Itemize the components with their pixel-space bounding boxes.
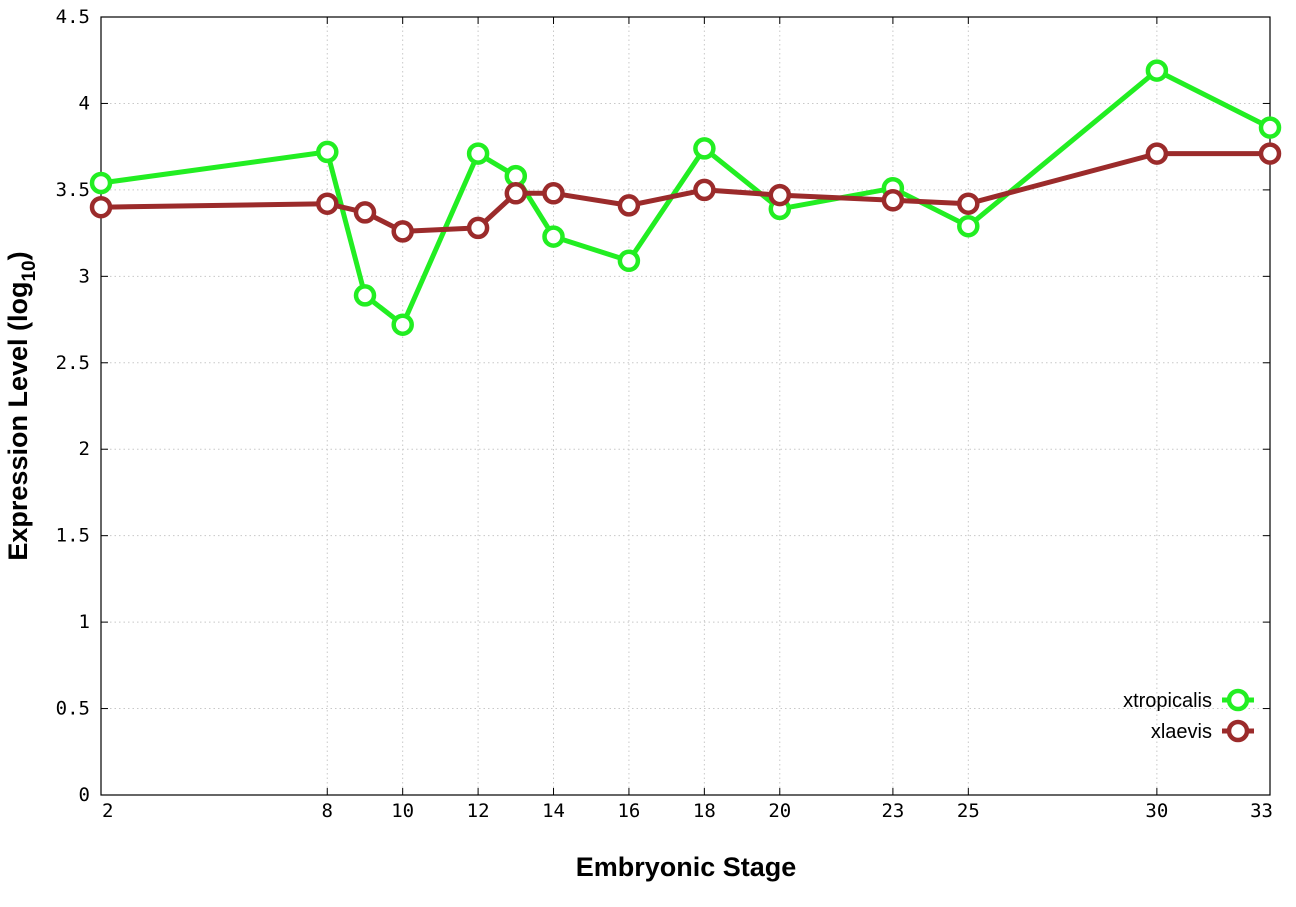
legend-entry-xtropicalis: xtropicalis — [1123, 688, 1254, 712]
data-point-xlaevis — [391, 220, 414, 243]
x-tick-label: 14 — [542, 800, 565, 822]
data-point-xlaevis — [542, 182, 565, 205]
axes: 0 0.5 1 1.5 2 2.5 3 3.5 4 4.5 2 8 10 12 14 16 18 20 23 25 30… — [56, 6, 1273, 822]
y-tick-label: 4 — [79, 92, 90, 114]
y-tick-label: 1.5 — [56, 525, 90, 547]
data-point-xlaevis — [504, 182, 528, 205]
data-point-xtropicalis — [617, 249, 641, 273]
series-xlaevis — [89, 142, 1282, 243]
x-axis-title: Embryonic Stage — [576, 852, 797, 882]
data-point-xlaevis — [693, 178, 716, 202]
x-tick-label: 10 — [391, 800, 414, 822]
data-point-xlaevis — [957, 192, 980, 215]
data-point-xtropicalis — [89, 171, 113, 195]
y-tick-label: 0 — [79, 784, 90, 806]
series-line-xlaevis — [98, 151, 1273, 234]
legend-marker-xlaevis — [1226, 719, 1250, 743]
x-tick-label: 8 — [322, 800, 333, 822]
data-point-xtropicalis — [353, 284, 377, 307]
data-point-xlaevis — [353, 201, 377, 224]
y-tick-label: 1 — [79, 611, 90, 633]
data-point-xtropicalis — [391, 313, 414, 336]
data-point-xlaevis — [881, 189, 905, 212]
y-tick-label: 3.5 — [56, 179, 90, 201]
data-point-xlaevis — [89, 195, 113, 219]
data-point-xtropicalis — [1145, 59, 1169, 82]
data-point-xlaevis — [617, 194, 641, 217]
data-point-xlaevis — [1258, 142, 1282, 165]
x-tick-label: 20 — [768, 800, 791, 822]
data-point-xlaevis — [1145, 142, 1169, 165]
x-tick-label: 30 — [1145, 800, 1168, 822]
y-tick-label: 2.5 — [56, 352, 90, 374]
y-axis-title-close: ) — [3, 251, 33, 260]
series-xtropicalis — [89, 59, 1282, 336]
y-axis-title: Expression Level (log10) — [3, 251, 40, 560]
legend-label-xtropicalis: xtropicalis — [1123, 690, 1212, 712]
data-point-xlaevis — [316, 192, 339, 215]
y-axis-title-main: Expression Level (log — [3, 282, 33, 561]
x-tick-label: 25 — [957, 800, 980, 822]
data-point-xlaevis — [466, 216, 490, 240]
data-point-xlaevis — [768, 183, 792, 207]
data-point-xtropicalis — [542, 225, 565, 248]
y-tick-label: 2 — [79, 438, 90, 460]
data-point-xtropicalis — [693, 137, 716, 160]
x-tick-label: 2 — [102, 800, 113, 822]
data-point-xtropicalis — [466, 142, 490, 165]
data-point-xtropicalis — [1258, 116, 1282, 139]
y-tick-label: 4.5 — [56, 6, 90, 28]
legend-marker-xtropicalis — [1226, 688, 1250, 712]
y-tick-label: 3 — [79, 265, 90, 287]
x-tick-label: 23 — [881, 800, 904, 822]
data-point-xtropicalis — [957, 214, 980, 238]
plot-frame — [100, 16, 1271, 796]
data-series — [89, 59, 1282, 336]
x-tick-label: 12 — [467, 800, 490, 822]
x-tick-label: 18 — [693, 800, 716, 822]
legend-entry-xlaevis: xlaevis — [1151, 719, 1254, 743]
grid-lines — [101, 17, 1270, 795]
x-tick-label: 16 — [617, 800, 640, 822]
series-line-xtropicalis — [98, 68, 1273, 328]
y-axis-title-subscript: 10 — [19, 260, 40, 281]
x-tick-label: 33 — [1250, 800, 1273, 822]
data-point-xtropicalis — [316, 140, 339, 164]
legend: xtropicalis xlaevis — [1123, 688, 1254, 743]
y-tick-label: 0.5 — [56, 698, 90, 720]
legend-label-xlaevis: xlaevis — [1151, 721, 1212, 743]
